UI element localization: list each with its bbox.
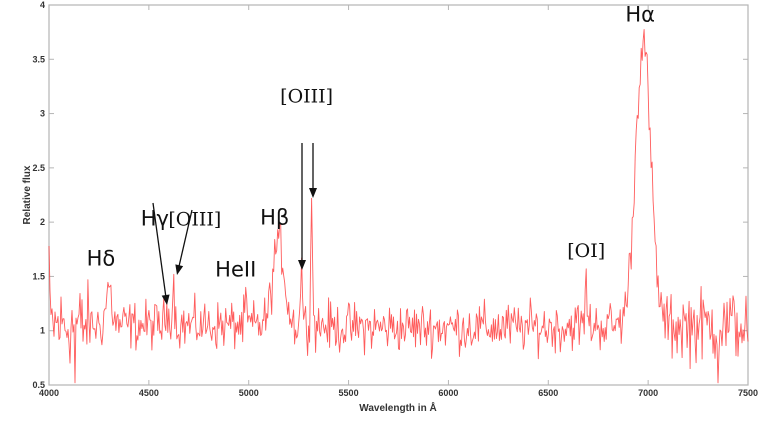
x-tick-label: 4500 <box>139 388 159 398</box>
x-tick-label: 5000 <box>239 388 259 398</box>
line-label: Hδ <box>87 247 116 271</box>
y-tick-label: 4 <box>40 0 45 10</box>
y-tick-label: 1.5 <box>32 271 45 281</box>
x-axis-label: Wavelength in Å <box>359 401 436 414</box>
y-tick-label: 2 <box>40 217 45 227</box>
x-tick-label: 5500 <box>339 388 359 398</box>
arrow-icon <box>298 143 306 270</box>
y-axis-ticks: 0.5 1 1.5 2 2.5 3 3.5 4 <box>32 0 748 390</box>
spectrum-line <box>48 29 749 384</box>
y-tick-label: 2.5 <box>32 163 45 173</box>
line-label: [OI] <box>567 240 605 262</box>
line-label: Hβ <box>260 205 289 229</box>
spectrum-series <box>48 29 749 384</box>
x-tick-label: 6000 <box>438 388 458 398</box>
line-label: HeII <box>215 257 256 281</box>
x-tick-label: 7500 <box>738 388 758 398</box>
plot-frame <box>48 4 749 386</box>
line-label: [OIII] <box>280 86 333 108</box>
x-tick-label: 7000 <box>638 388 658 398</box>
y-tick-label: 3.5 <box>32 54 45 64</box>
x-tick-label: 6500 <box>538 388 558 398</box>
y-tick-label: 3 <box>40 109 45 119</box>
y-tick-label: 1 <box>40 326 45 336</box>
arrow-icon <box>309 143 317 198</box>
y-axis-label: Relative flux <box>22 165 33 224</box>
x-axis-ticks: 4000 4500 5000 5500 6000 6500 7000 7500 <box>39 5 758 398</box>
line-label: [OIII] <box>168 208 221 230</box>
y-tick-label: 0.5 <box>32 380 45 390</box>
arrow-icon <box>175 209 193 275</box>
x-tick-label: 4000 <box>39 388 59 398</box>
line-label: Hα <box>625 2 655 26</box>
arrow-icon <box>152 202 170 305</box>
